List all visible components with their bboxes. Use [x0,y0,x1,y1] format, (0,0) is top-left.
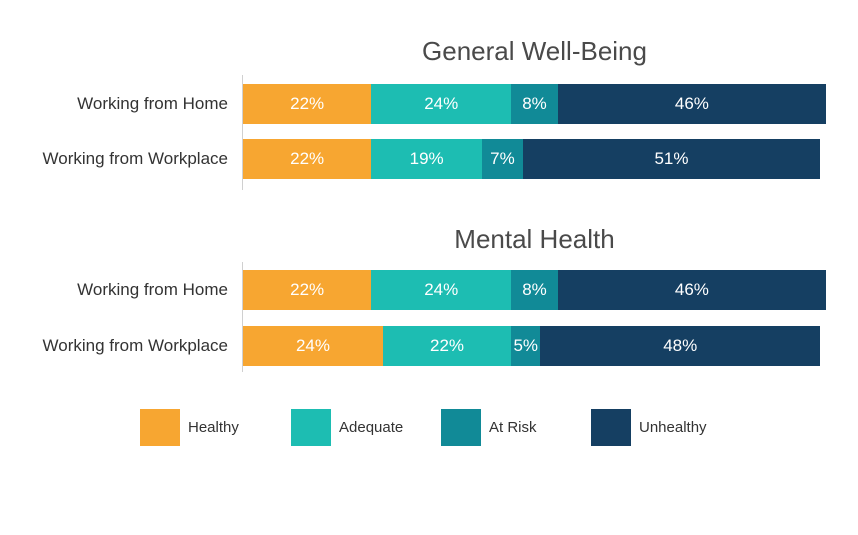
bar-segment-unhealthy [522,139,821,179]
data-label: 22% [290,280,325,299]
panel-title: General Well-Being [422,36,647,66]
bar-segment-at-risk [482,139,523,179]
legend-label: Adequate [339,419,404,436]
bar-segment-adequate [371,84,512,124]
bar-segment-unhealthy [557,84,826,124]
stacked-bar: 22% 24% 8% 46% [243,84,826,124]
legend-swatch-healthy [140,409,180,446]
data-label: 7% [490,149,515,168]
legend-label: At Risk [489,419,537,436]
data-label: 48% [663,336,698,355]
stacked-bar: 22% 19% 7% 51% [243,139,826,179]
legend-label: Unhealthy [639,419,707,436]
bar-segment-unhealthy [540,326,821,366]
bar-segment-healthy [243,84,372,124]
bar-segment-at-risk [511,326,541,366]
bar-segment-unhealthy [557,270,826,310]
bar-segment-healthy [243,139,372,179]
legend-swatch-unhealthy [591,409,631,446]
bar-segment-healthy [243,270,372,310]
data-label: 22% [290,149,325,168]
bar-segment-adequate [371,139,483,179]
data-label: 5% [513,336,539,355]
data-label: 19% [409,149,444,168]
data-label: 24% [295,336,330,355]
bar-segment-healthy [243,326,383,366]
legend-label: Healthy [188,419,239,436]
stacked-bar: 22% 24% 8% 46% [243,270,826,310]
data-label: 22% [430,336,465,355]
panel-title: Mental Health [454,224,615,254]
bar-segment-adequate [382,326,512,366]
data-label: 46% [674,280,709,299]
bar-segment-at-risk [511,84,558,124]
bar-segment-adequate [371,270,512,310]
stacked-bar: 24% 22% 5% 48% [243,326,826,366]
category-label: Working from Workplace [42,336,228,355]
data-label: 51% [654,149,689,168]
bar-segment-at-risk [511,270,558,310]
data-label: 24% [424,94,459,113]
legend-swatch-adequate [291,409,331,446]
category-label: Working from Workplace [42,149,228,168]
data-label: 8% [522,94,547,113]
category-label: Working from Home [77,94,228,113]
category-label: Working from Home [77,280,228,299]
category-axis-line [242,262,243,372]
data-label: 46% [674,94,709,113]
data-label: 24% [424,280,459,299]
legend-swatch-at-risk [441,409,481,446]
data-label: 22% [290,94,325,113]
category-axis-line [242,75,243,190]
data-label: 8% [522,280,547,299]
